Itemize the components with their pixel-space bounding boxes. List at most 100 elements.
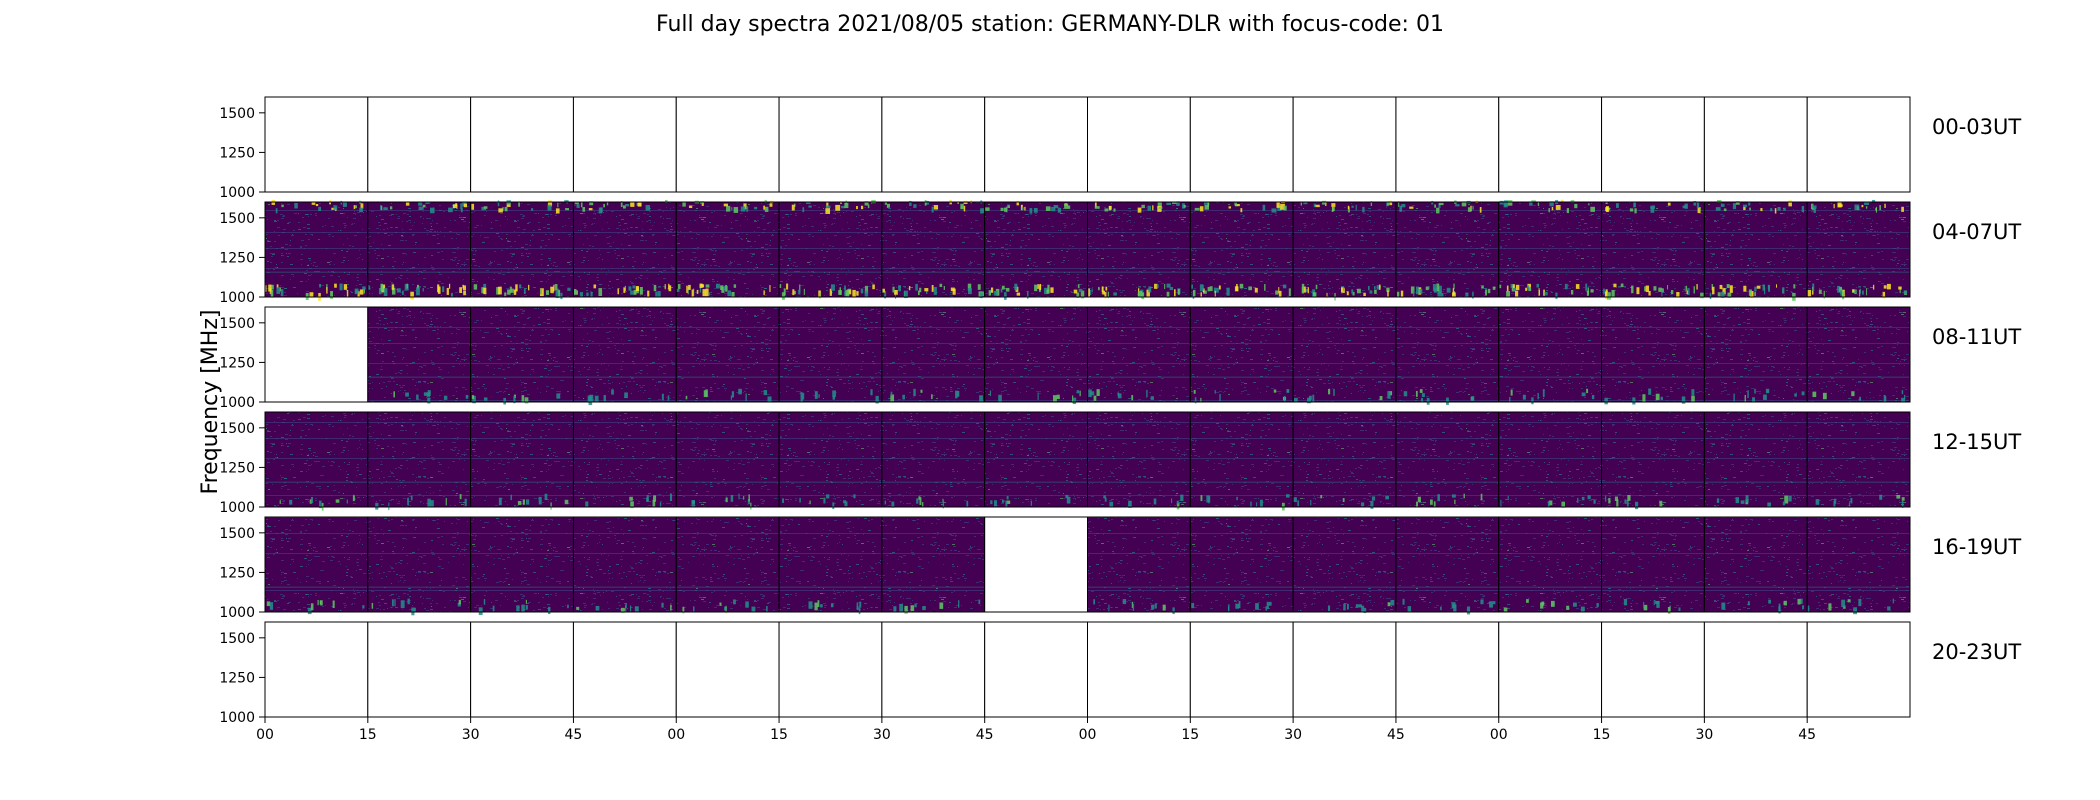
spectrogram-panel xyxy=(1807,307,1910,402)
x-tick-label: 00 xyxy=(667,727,685,743)
empty-panel xyxy=(1293,97,1396,192)
x-tick-label: 45 xyxy=(976,727,994,743)
spectrogram-panel xyxy=(1293,412,1396,507)
spectrogram-panel xyxy=(367,307,471,402)
rfi-marks xyxy=(676,481,780,510)
row-label: 08-11UT xyxy=(1932,325,2021,349)
rfi-marks xyxy=(470,481,574,510)
rfi-marks xyxy=(1087,201,1191,299)
x-tick-label: 30 xyxy=(462,727,480,743)
rfi-marks xyxy=(676,200,780,298)
empty-panel xyxy=(984,97,1088,192)
spectrogram-panel xyxy=(265,412,368,507)
spectrogram-panel xyxy=(1087,202,1191,297)
spectrogram-panel xyxy=(881,202,985,297)
rfi-marks xyxy=(676,586,780,614)
empty-panel xyxy=(1190,622,1294,717)
spectra-panels: 15001250100000-03UT15001250100004-07UT15… xyxy=(219,96,2021,743)
spectrogram-panel xyxy=(984,202,1088,297)
spectrogram-panel xyxy=(1807,517,1910,612)
y-tick-label: 1000 xyxy=(219,185,255,201)
empty-panel xyxy=(1293,622,1396,717)
rfi-marks xyxy=(1601,376,1705,405)
spectrogram-panel xyxy=(779,412,882,507)
rfi-marks xyxy=(573,586,677,613)
rfi-marks xyxy=(1190,586,1294,612)
rfi-marks xyxy=(984,481,1088,508)
rfi-marks xyxy=(984,376,1088,405)
y-tick-label: 1500 xyxy=(219,316,255,332)
x-tick-label: 00 xyxy=(1490,727,1508,743)
spectrogram-panel xyxy=(1704,202,1808,297)
rfi-marks xyxy=(984,200,1088,300)
y-tick-label: 1500 xyxy=(219,421,255,437)
panel-border xyxy=(1806,96,1911,193)
spectrogram-panel xyxy=(470,412,574,507)
spectrogram-panel xyxy=(1395,517,1499,612)
rfi-marks xyxy=(1601,200,1705,300)
rfi-marks xyxy=(1087,481,1191,510)
spectrogram-panel xyxy=(1498,307,1602,402)
empty-panel xyxy=(984,517,1088,612)
y-tick-label: 1250 xyxy=(219,250,255,266)
rfi-marks xyxy=(1395,376,1499,405)
rfi-marks xyxy=(367,481,471,511)
rfi-marks xyxy=(470,586,574,616)
spectrogram-panel xyxy=(1704,412,1808,507)
empty-panel xyxy=(1087,97,1191,192)
y-tick-label: 1500 xyxy=(219,631,255,647)
panel-border xyxy=(1806,621,1911,718)
rfi-marks xyxy=(1293,481,1396,509)
spectrogram-panel xyxy=(1293,517,1396,612)
rfi-marks xyxy=(1807,586,1910,615)
spectrogram-panel xyxy=(470,202,574,297)
rfi-marks xyxy=(367,586,471,616)
rfi-marks xyxy=(881,481,985,509)
rfi-marks xyxy=(1704,586,1808,614)
rfi-marks xyxy=(676,376,780,403)
rfi-marks xyxy=(1087,586,1191,615)
spectrogram-panel xyxy=(881,517,985,612)
panel-border xyxy=(1806,306,1911,403)
spectrogram-panel xyxy=(1807,412,1910,507)
panel-border xyxy=(1806,516,1911,613)
rfi-marks xyxy=(573,376,677,406)
empty-panel xyxy=(1601,97,1705,192)
spectrogram-panel xyxy=(1293,202,1396,297)
rfi-marks xyxy=(367,201,471,300)
empty-panel xyxy=(265,307,368,402)
spectrogram-panel xyxy=(779,202,882,297)
spectrogram-panel xyxy=(676,202,780,297)
y-tick-label: 1000 xyxy=(219,395,255,411)
spectrogram-panel xyxy=(470,307,574,402)
rfi-marks xyxy=(1704,376,1808,403)
rfi-marks xyxy=(1498,376,1602,405)
y-tick-label: 1250 xyxy=(219,355,255,371)
spectrogram-panel xyxy=(1190,307,1294,402)
spectrogram-panel xyxy=(1498,202,1602,297)
y-tick-label: 1500 xyxy=(219,211,255,227)
spectrogram-panel xyxy=(1601,202,1705,297)
empty-panel xyxy=(1190,97,1294,192)
spectrogram-panel xyxy=(1293,307,1396,402)
panel-border xyxy=(1806,201,1911,298)
spectrogram-panel xyxy=(881,412,985,507)
y-tick-label: 1000 xyxy=(219,710,255,726)
empty-panel xyxy=(1601,622,1705,717)
x-tick-label: 45 xyxy=(1798,727,1816,743)
y-axis-label: Frequency [MHz] xyxy=(198,310,223,495)
empty-panel xyxy=(1807,97,1910,192)
empty-panel xyxy=(1704,97,1808,192)
spectra-row-16-19UT: 1500 1250 1000 16-19UT xyxy=(219,516,2021,621)
spectrogram-panel xyxy=(1601,412,1705,507)
spectrogram-panel xyxy=(779,517,882,612)
empty-panel xyxy=(265,97,368,192)
spectrogram-panel xyxy=(1190,202,1294,297)
rfi-marks xyxy=(470,200,574,300)
rfi-marks xyxy=(1704,200,1808,301)
rfi-marks xyxy=(1601,586,1705,614)
empty-panel xyxy=(984,622,1088,717)
y-tick-label: 1250 xyxy=(219,670,255,686)
rfi-marks xyxy=(881,586,985,614)
rfi-marks xyxy=(1395,586,1499,615)
